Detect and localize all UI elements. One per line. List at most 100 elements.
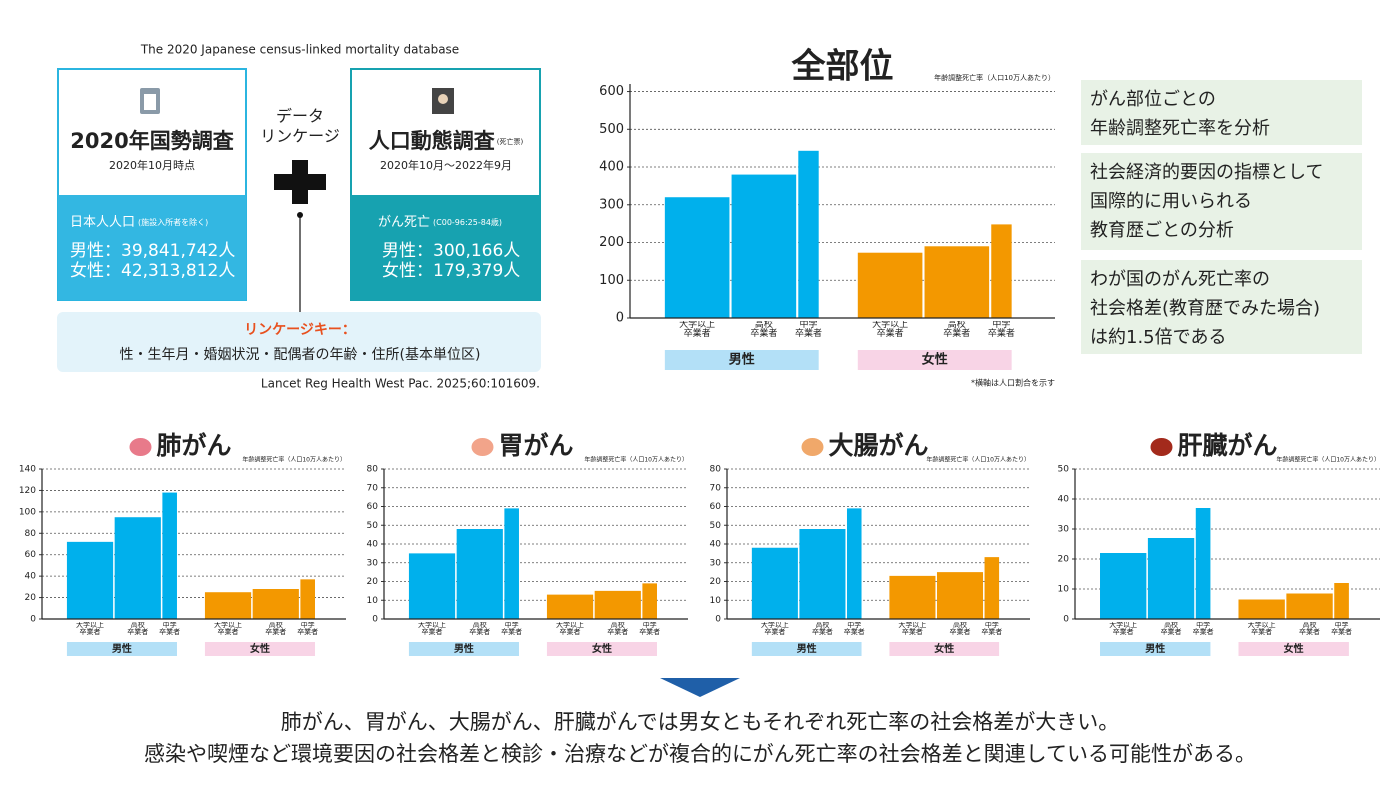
- info-panel: [1081, 260, 1362, 354]
- y-tick-label: 20: [1058, 555, 1070, 565]
- x-tick-label-box: 大学以上 卒業者: [1109, 622, 1137, 636]
- chart-note: *横軸は人口割合を示す: [971, 378, 1055, 388]
- y-unit-label: 年齢調整死亡率（人口10万人あたり）: [1276, 456, 1380, 464]
- x-tick-label-box: 中学 卒業者: [1331, 622, 1352, 636]
- bar: [798, 150, 819, 318]
- panel-text: 社会格差(教育歴でみた場合): [1090, 298, 1320, 319]
- x-tick-label-box: 大学以上 卒業者: [872, 321, 909, 340]
- legend-label: 男性: [112, 642, 132, 655]
- y-tick-label: 20: [25, 593, 37, 603]
- x-tick-label: 大学以上 卒業者: [76, 622, 105, 637]
- y-tick-label: 600: [599, 84, 624, 99]
- group-band: [66, 642, 177, 656]
- x-tick-label-box: 中学 卒業者: [981, 622, 1002, 636]
- x-tick-label-box: 大学以上 卒業者: [761, 622, 789, 636]
- linkage-key-box: [57, 312, 541, 372]
- title-icon: [471, 438, 494, 456]
- x-tick-label: 高校 卒業者: [811, 622, 833, 637]
- census-male: 男性：39,841,742人: [70, 241, 235, 261]
- plus-h: [274, 174, 326, 190]
- panel-text: 社会経済的要因の指標として: [1090, 162, 1323, 183]
- x-tick-label: 高校 卒業者: [750, 321, 778, 340]
- bar: [642, 583, 657, 619]
- x-tick-label-box: 中学 卒業者: [1193, 622, 1214, 636]
- bar: [504, 508, 519, 619]
- x-tick-label: 大学以上 卒業者: [679, 321, 716, 340]
- census-date: 2020年10月時点: [109, 158, 195, 172]
- x-tick-label: 大学以上 卒業者: [1247, 622, 1276, 637]
- x-tick-label-box: 大学以上 卒業者: [556, 622, 584, 636]
- y-tick-label: 300: [599, 197, 624, 212]
- info-panel: [1081, 80, 1362, 145]
- x-tick-label-box: 大学以上 卒業者: [898, 622, 927, 637]
- x-tick-label: 大学以上 卒業者: [214, 622, 243, 637]
- census-population: 日本人人口 (施設入所者を除く): [70, 215, 208, 230]
- x-tick-label: 中学 卒業者: [843, 622, 865, 637]
- bar: [731, 174, 797, 318]
- group-band: [857, 350, 1012, 370]
- x-tick-label: 高校 卒業者: [469, 622, 491, 637]
- x-tick-label: 高校 卒業者: [1160, 622, 1182, 637]
- title-icon: [1150, 438, 1173, 456]
- x-tick-label-box: 中学 卒業者: [297, 622, 318, 636]
- population-label: 日本人人口: [70, 215, 135, 230]
- y-tick-label: 80: [25, 529, 37, 539]
- vital-date: 2020年10月～2022年9月: [380, 158, 512, 172]
- bar: [408, 553, 456, 619]
- y-unit-label: 年齢調整死亡率（人口10万人あたり）: [934, 73, 1055, 82]
- y-tick-label: 10: [710, 596, 722, 606]
- x-tick-label-box: 高校 卒業者: [127, 622, 148, 636]
- x-tick-label-box: 大学以上 卒業者: [1247, 622, 1276, 637]
- y-tick-label: 70: [710, 483, 722, 493]
- bar: [857, 252, 923, 318]
- vital-title-main: 人口動態調査: [369, 129, 495, 153]
- census-fill: [58, 195, 246, 300]
- legend-label: 男性: [1145, 642, 1165, 655]
- portrait-face: [438, 94, 448, 104]
- info-panel: [1081, 153, 1362, 250]
- bar: [889, 575, 936, 619]
- down-arrow: [660, 678, 740, 697]
- x-tick-label: 大学以上 卒業者: [872, 321, 909, 340]
- bar: [936, 572, 984, 619]
- deaths-label: がん死亡: [378, 215, 430, 230]
- x-tick-label: 大学以上 卒業者: [898, 622, 927, 637]
- chart-title: 肝臓がん: [1177, 431, 1277, 460]
- x-tick-label-box: 高校 卒業者: [1160, 622, 1182, 637]
- x-tick-label-box: 大学以上 卒業者: [76, 622, 105, 637]
- y-tick-label: 80: [367, 465, 379, 475]
- y-tick-label: 30: [1058, 525, 1070, 535]
- title-icon: [129, 438, 152, 456]
- vital-female: 女性：179,379人: [382, 261, 520, 281]
- bar: [546, 594, 594, 619]
- x-tick-label-box: 高校 卒業者: [265, 622, 286, 636]
- bar: [1238, 599, 1285, 619]
- y-tick-label: 10: [367, 596, 379, 606]
- y-tick-label: 0: [372, 615, 378, 625]
- y-tick-label: 10: [1058, 585, 1070, 595]
- group-band: [546, 642, 657, 656]
- x-tick-label-box: 高校 卒業者: [607, 622, 628, 636]
- x-tick-label: 中学 卒業者: [159, 622, 181, 637]
- chart-title: 胃がん: [498, 431, 573, 460]
- x-tick-label: 中学 卒業者: [501, 622, 523, 637]
- panel-text: がん部位ごとの: [1090, 89, 1216, 110]
- conclusion-line: 感染や喫煙など環境要因の社会格差と検診・治療などが複合的にがん死亡率の社会格差と…: [144, 742, 1256, 766]
- x-tick-label-box: 中学 卒業者: [987, 321, 1015, 340]
- bar: [204, 592, 252, 619]
- y-tick-label: 0: [715, 615, 721, 625]
- linkage-key-title: リンケージキー：: [244, 322, 356, 338]
- y-tick-label: 140: [19, 465, 36, 475]
- y-tick-label: 50: [1058, 465, 1070, 475]
- header: The 2020 Japanese census-linked mortalit…: [140, 43, 459, 57]
- legend-label: 男性: [729, 352, 755, 368]
- y-tick-label: 30: [710, 558, 722, 568]
- title-icon: [801, 438, 824, 456]
- x-tick-label: 中学 卒業者: [987, 321, 1015, 340]
- y-tick-label: 500: [599, 122, 624, 137]
- group-band: [408, 642, 519, 656]
- panel-text: わが国のがん死亡率の: [1090, 269, 1270, 290]
- y-tick-label: 120: [19, 486, 36, 496]
